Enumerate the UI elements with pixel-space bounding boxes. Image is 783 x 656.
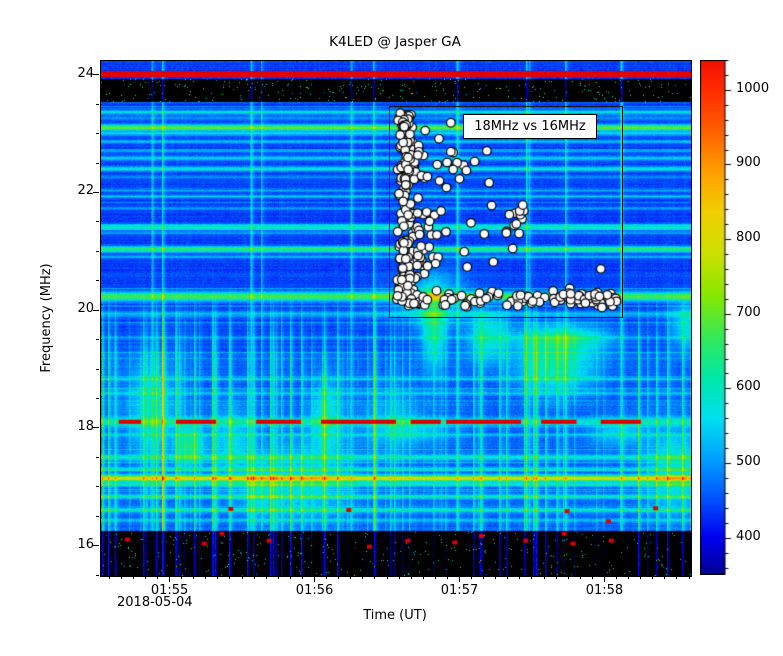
x-tick-label: 01:57 <box>440 583 479 598</box>
colorbar-tick-label: 400 <box>736 528 761 544</box>
x-minor-tick <box>555 576 557 579</box>
x-minor-tick <box>326 576 328 579</box>
x-tick-label: 01:58 <box>585 583 624 598</box>
y-minor-tick <box>96 162 99 164</box>
y-tick-label: 20 <box>77 301 94 317</box>
x-minor-tick <box>277 576 279 579</box>
x-minor-tick <box>422 576 424 579</box>
x-minor-tick <box>398 576 400 579</box>
x-axis-label: Time (UT) <box>363 608 427 623</box>
x-major-tick <box>314 576 316 582</box>
y-tick-label: 16 <box>77 536 94 552</box>
x-minor-tick <box>265 576 267 579</box>
colorbar-tick-label: 800 <box>736 230 761 246</box>
x-axis-date-offset: 2018-05-04 <box>117 595 193 610</box>
x-minor-tick <box>217 576 219 579</box>
x-minor-tick <box>531 576 533 579</box>
colorbar-tick-label: 900 <box>736 155 761 171</box>
x-minor-tick <box>628 576 630 579</box>
x-minor-tick <box>374 576 376 579</box>
inset-label: 18MHz vs 16MHz <box>474 119 586 135</box>
colorbar-tick-label: 1000 <box>736 80 770 96</box>
y-axis-label: Frequency (MHz) <box>38 263 54 373</box>
x-minor-tick <box>507 576 509 579</box>
x-minor-tick <box>301 576 303 579</box>
y-major-tick <box>93 427 99 429</box>
x-minor-tick <box>338 576 340 579</box>
y-minor-tick <box>96 515 99 517</box>
y-major-tick <box>93 191 99 193</box>
y-tick-label: 24 <box>77 65 94 81</box>
colorbar-canvas <box>700 60 734 575</box>
y-tick-label: 18 <box>77 418 94 434</box>
colorbar <box>700 60 780 575</box>
x-minor-tick <box>579 576 581 579</box>
y-minor-tick <box>96 280 99 282</box>
y-minor-tick <box>96 221 99 223</box>
y-minor-tick <box>96 456 99 458</box>
y-major-tick <box>93 74 99 76</box>
x-minor-tick <box>362 576 364 579</box>
x-minor-tick <box>120 576 122 579</box>
x-minor-tick <box>446 576 448 579</box>
x-minor-tick <box>471 576 473 579</box>
x-tick-label: 01:55 <box>150 583 189 598</box>
x-minor-tick <box>616 576 618 579</box>
x-minor-tick <box>567 576 569 579</box>
y-minor-tick <box>96 368 99 370</box>
x-minor-tick <box>350 576 352 579</box>
y-minor-tick <box>96 339 99 341</box>
y-minor-tick <box>96 250 99 252</box>
x-minor-tick <box>253 576 255 579</box>
x-minor-tick <box>652 576 654 579</box>
x-minor-tick <box>289 576 291 579</box>
x-minor-tick <box>676 576 678 579</box>
x-minor-tick <box>410 576 412 579</box>
colorbar-tick-label: 500 <box>736 454 761 470</box>
x-minor-tick <box>181 576 183 579</box>
x-minor-tick <box>241 576 243 579</box>
x-minor-tick <box>205 576 207 579</box>
x-major-tick <box>169 576 171 582</box>
y-minor-tick <box>96 574 99 576</box>
inset-scatter-box <box>388 105 623 318</box>
x-minor-tick <box>519 576 521 579</box>
x-minor-tick <box>591 576 593 579</box>
colorbar-tick-label: 600 <box>736 379 761 395</box>
x-minor-tick <box>483 576 485 579</box>
x-major-tick <box>459 576 460 582</box>
y-minor-tick <box>96 103 99 105</box>
x-minor-tick <box>108 576 110 579</box>
x-minor-tick <box>664 576 666 579</box>
x-major-tick <box>603 576 605 582</box>
y-major-tick <box>93 309 99 311</box>
plot-area: 18MHz vs 16MHz <box>100 60 692 577</box>
colorbar-tick-label: 700 <box>736 304 761 320</box>
x-minor-tick <box>229 576 231 579</box>
y-major-tick <box>93 545 99 547</box>
y-minor-tick <box>96 397 99 399</box>
x-minor-tick <box>144 576 146 579</box>
spectrogram-canvas <box>101 61 691 576</box>
x-minor-tick <box>193 576 195 579</box>
x-minor-tick <box>132 576 134 579</box>
x-minor-tick <box>543 576 545 579</box>
x-minor-tick <box>386 576 388 579</box>
x-minor-tick <box>157 576 158 579</box>
x-minor-tick <box>640 576 642 579</box>
chart-title: K4LED @ Jasper GA <box>329 34 461 50</box>
x-minor-tick <box>434 576 436 579</box>
y-tick-label: 22 <box>77 183 94 199</box>
x-minor-tick <box>495 576 497 579</box>
y-minor-tick <box>96 486 99 488</box>
y-minor-tick <box>96 133 99 135</box>
inset-label-box: 18MHz vs 16MHz <box>463 114 597 140</box>
x-minor-tick <box>688 576 690 579</box>
x-tick-label: 01:56 <box>295 583 334 598</box>
